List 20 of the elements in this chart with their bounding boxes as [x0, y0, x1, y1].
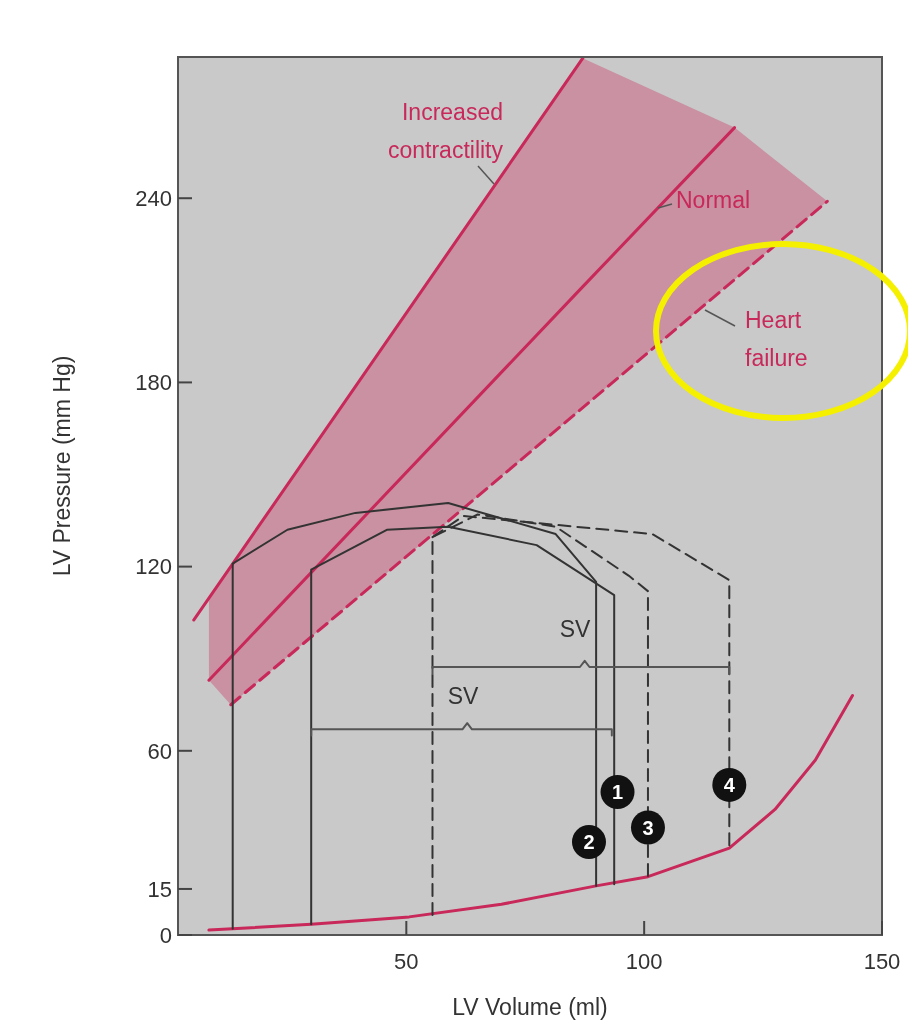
- x-tick-label: 150: [863, 949, 901, 974]
- x-tick-label: 100: [625, 949, 663, 974]
- series-label: Increased contractility: [387, 99, 504, 163]
- annotation: 1: [611, 781, 624, 804]
- y-tick-label: 60: [147, 738, 172, 764]
- x-tick-label: 50: [394, 949, 419, 974]
- y-tick-label: 240: [135, 185, 172, 211]
- annotation: 3: [642, 816, 654, 839]
- y-tick-label: 180: [135, 370, 172, 396]
- annotation: 4: [723, 774, 736, 797]
- annotation: 2: [583, 831, 595, 854]
- series-label: Normal: [676, 187, 751, 213]
- y-tick-label: 120: [135, 554, 172, 580]
- series-label: Heart failure: [745, 307, 808, 371]
- x-axis-title: LV Volume (ml): [452, 994, 608, 1020]
- y-axis-title: LV Pressure (mm Hg): [49, 355, 75, 577]
- annotation: SV: [559, 616, 591, 643]
- annotation: SV: [447, 683, 479, 710]
- y-tick-label: 0: [159, 922, 172, 948]
- y-tick-label: 15: [147, 876, 172, 902]
